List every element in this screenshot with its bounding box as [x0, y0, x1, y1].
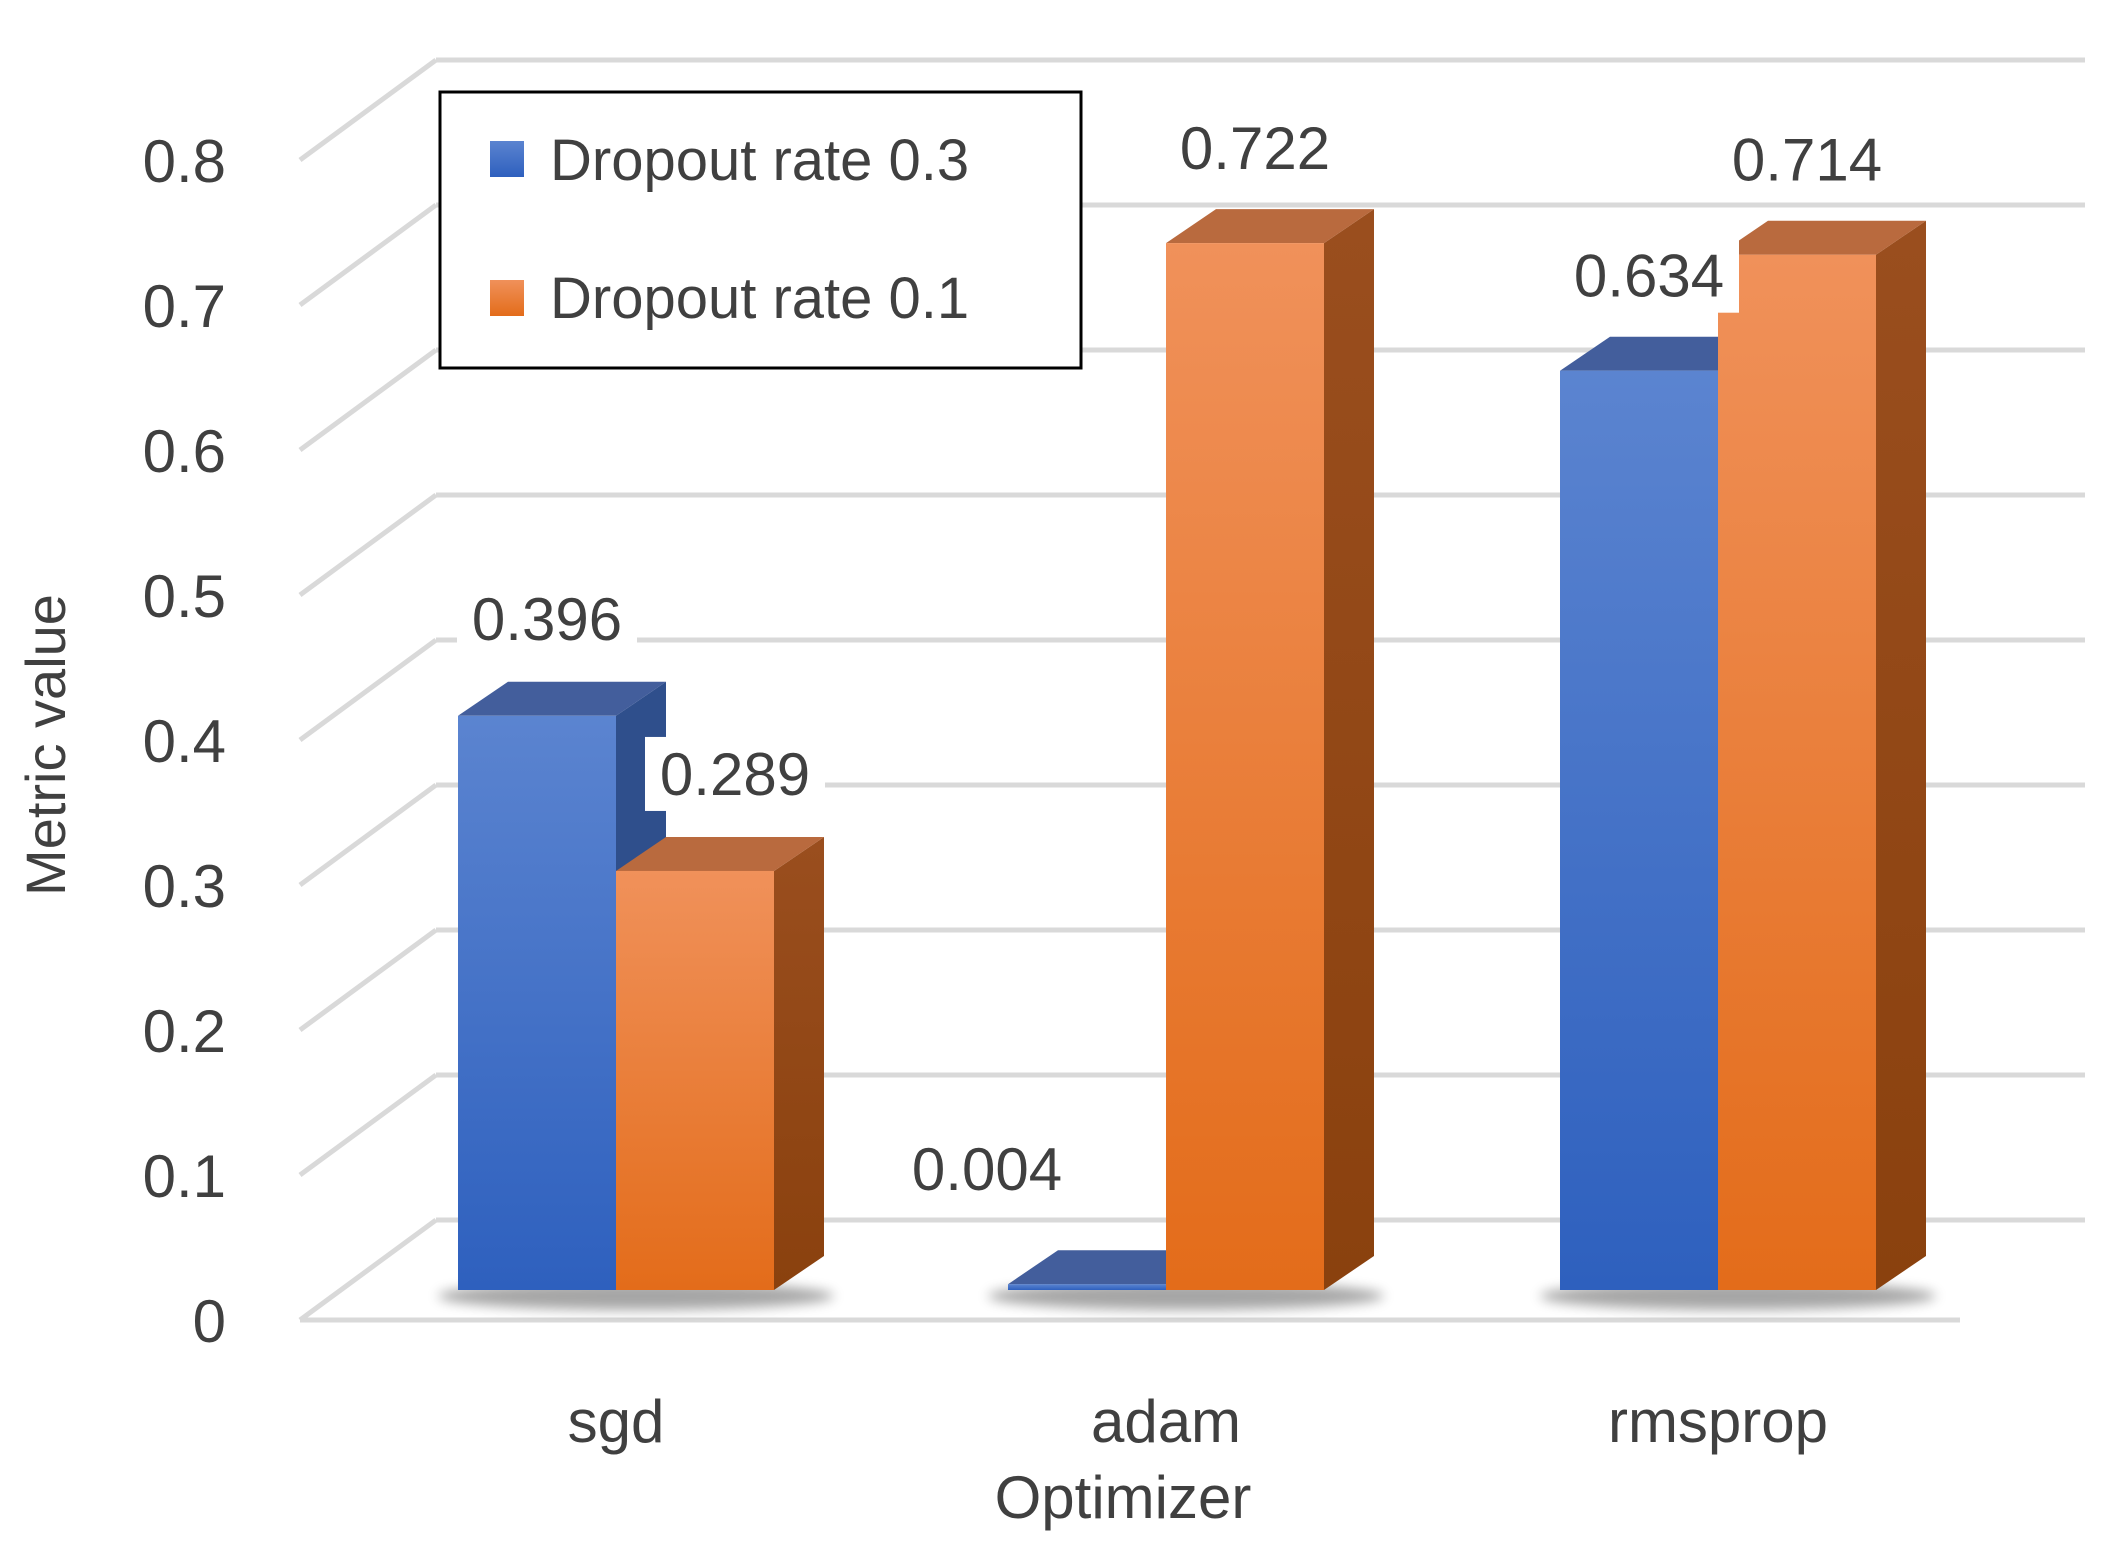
bar-top-face: [616, 836, 824, 871]
bar-front-face: [1008, 1284, 1166, 1290]
y-axis-label: Metric value: [14, 594, 77, 896]
bar-rmsprop-series-1: [1718, 220, 1926, 1291]
data-label: 0.004: [897, 1132, 1077, 1207]
legend-swatch-dropout-0.1: [490, 280, 524, 316]
bar-top-face: [1560, 336, 1768, 371]
x-tick-label: adam: [1091, 1388, 1241, 1455]
x-axis-label: Optimizer: [995, 1464, 1252, 1531]
bar-adam-series-1: [1166, 209, 1374, 1291]
bar-side-face: [1324, 209, 1374, 1291]
legend-swatch-dropout-0.3: [490, 141, 524, 177]
y-tick-label: 0.5: [143, 563, 226, 630]
data-label-text: 0.722: [1180, 115, 1330, 182]
gridline-diagonal: [298, 782, 438, 888]
data-label-background: [1165, 111, 1345, 186]
data-label-text: 0.634: [1574, 243, 1724, 310]
data-label-text: 0.289: [660, 741, 810, 808]
gridline-diagonal: [298, 57, 438, 163]
legend-label-dropout-0.1: Dropout rate 0.1: [550, 266, 969, 331]
y-axis-ticks: 0 0.1 0.2 0.3 0.4 0.5 0.6 0.7 0.8: [143, 128, 226, 1355]
legend-box: [438, 90, 1083, 370]
data-label-text: 0.396: [472, 586, 622, 653]
bar-top-face: [1718, 220, 1926, 255]
gridline-diagonal: [298, 1072, 438, 1178]
bar-front-face: [458, 715, 616, 1290]
data-label-background: [897, 1132, 1077, 1207]
gridline-diagonal: [298, 492, 438, 598]
y-tick-label: 0: [193, 1288, 226, 1355]
data-label-background: [1717, 122, 1897, 197]
y-tick-label: 0.1: [143, 1143, 226, 1210]
y-tick-label: 0.8: [143, 128, 226, 195]
y-tick-label: 0.2: [143, 998, 226, 1065]
bar-side-face: [1876, 220, 1926, 1291]
y-tick-label: 0.4: [143, 708, 226, 775]
gridline-diagonal: [298, 637, 438, 743]
data-label: 0.722: [1165, 111, 1345, 186]
bar-top-face: [1008, 1250, 1216, 1285]
bar-front-face: [616, 870, 774, 1290]
bar-front-face: [1560, 370, 1718, 1290]
x-tick-label: sgd: [568, 1388, 665, 1455]
data-label-text: 0.004: [912, 1136, 1062, 1203]
bars: [458, 209, 1926, 1291]
bar-sgd-series-1: [616, 836, 824, 1290]
y-tick-label: 0.3: [143, 853, 226, 920]
gridline-diagonal: [298, 1217, 438, 1323]
data-label-background: [645, 736, 825, 811]
legend-label-dropout-0.3: Dropout rate 0.3: [550, 128, 969, 193]
bar-front-face: [1166, 243, 1324, 1291]
x-tick-label: rmsprop: [1608, 1388, 1828, 1455]
bar-side-face: [774, 836, 824, 1290]
data-label: 0.396: [457, 581, 637, 656]
x-axis-ticks: sgd adam rmsprop: [568, 1388, 1828, 1455]
data-label: 0.289: [645, 736, 825, 811]
gridline-diagonal: [298, 927, 438, 1033]
bar-top-face: [458, 681, 666, 716]
y-tick-label: 0.6: [143, 418, 226, 485]
bar-front-face: [1718, 254, 1876, 1291]
y-tick-label: 0.7: [143, 273, 226, 340]
data-label: 0.634: [1559, 238, 1739, 313]
data-label-text: 0.714: [1732, 127, 1882, 194]
data-label-background: [1559, 238, 1739, 313]
bar-top-face: [1166, 209, 1374, 244]
gridline-diagonal: [298, 347, 438, 453]
data-label-background: [457, 581, 637, 656]
gridline-diagonal: [298, 202, 438, 308]
legend: Dropout rate 0.3 Dropout rate 0.1: [438, 90, 1083, 370]
data-label: 0.714: [1717, 122, 1897, 197]
